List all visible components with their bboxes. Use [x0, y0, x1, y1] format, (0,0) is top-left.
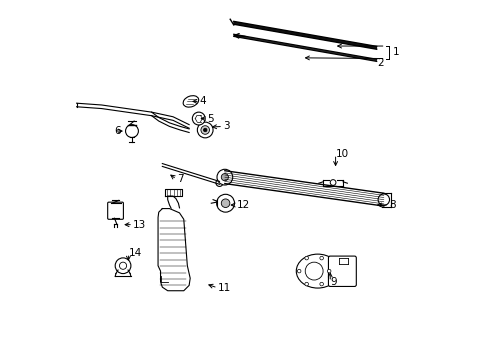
Text: 6: 6	[114, 126, 121, 136]
Circle shape	[319, 282, 323, 286]
Circle shape	[304, 256, 308, 260]
Circle shape	[203, 128, 206, 132]
Circle shape	[319, 256, 323, 260]
Circle shape	[221, 199, 229, 207]
Text: 14: 14	[128, 248, 142, 258]
Text: 12: 12	[236, 200, 249, 210]
Text: 3: 3	[223, 121, 229, 131]
Text: 9: 9	[329, 277, 336, 287]
Circle shape	[326, 269, 330, 273]
Circle shape	[197, 122, 213, 138]
Text: 11: 11	[217, 283, 230, 293]
Ellipse shape	[296, 254, 339, 288]
Text: 5: 5	[206, 113, 213, 123]
FancyBboxPatch shape	[107, 202, 123, 219]
Circle shape	[217, 169, 232, 185]
Circle shape	[377, 194, 389, 205]
Circle shape	[216, 194, 234, 212]
FancyBboxPatch shape	[328, 256, 356, 287]
Text: 2: 2	[376, 58, 383, 68]
Text: 7: 7	[176, 174, 183, 184]
Circle shape	[125, 125, 138, 138]
Circle shape	[115, 258, 131, 274]
Text: 10: 10	[335, 149, 348, 159]
Text: 4: 4	[200, 96, 206, 107]
Text: 8: 8	[388, 200, 395, 210]
Circle shape	[201, 126, 209, 134]
Polygon shape	[158, 208, 190, 291]
Circle shape	[304, 282, 308, 286]
Circle shape	[221, 174, 228, 181]
Ellipse shape	[183, 96, 198, 107]
Text: 13: 13	[133, 220, 146, 230]
Circle shape	[216, 179, 223, 186]
Circle shape	[119, 262, 126, 269]
Circle shape	[297, 269, 300, 273]
Text: 1: 1	[392, 47, 399, 57]
Circle shape	[192, 112, 205, 125]
